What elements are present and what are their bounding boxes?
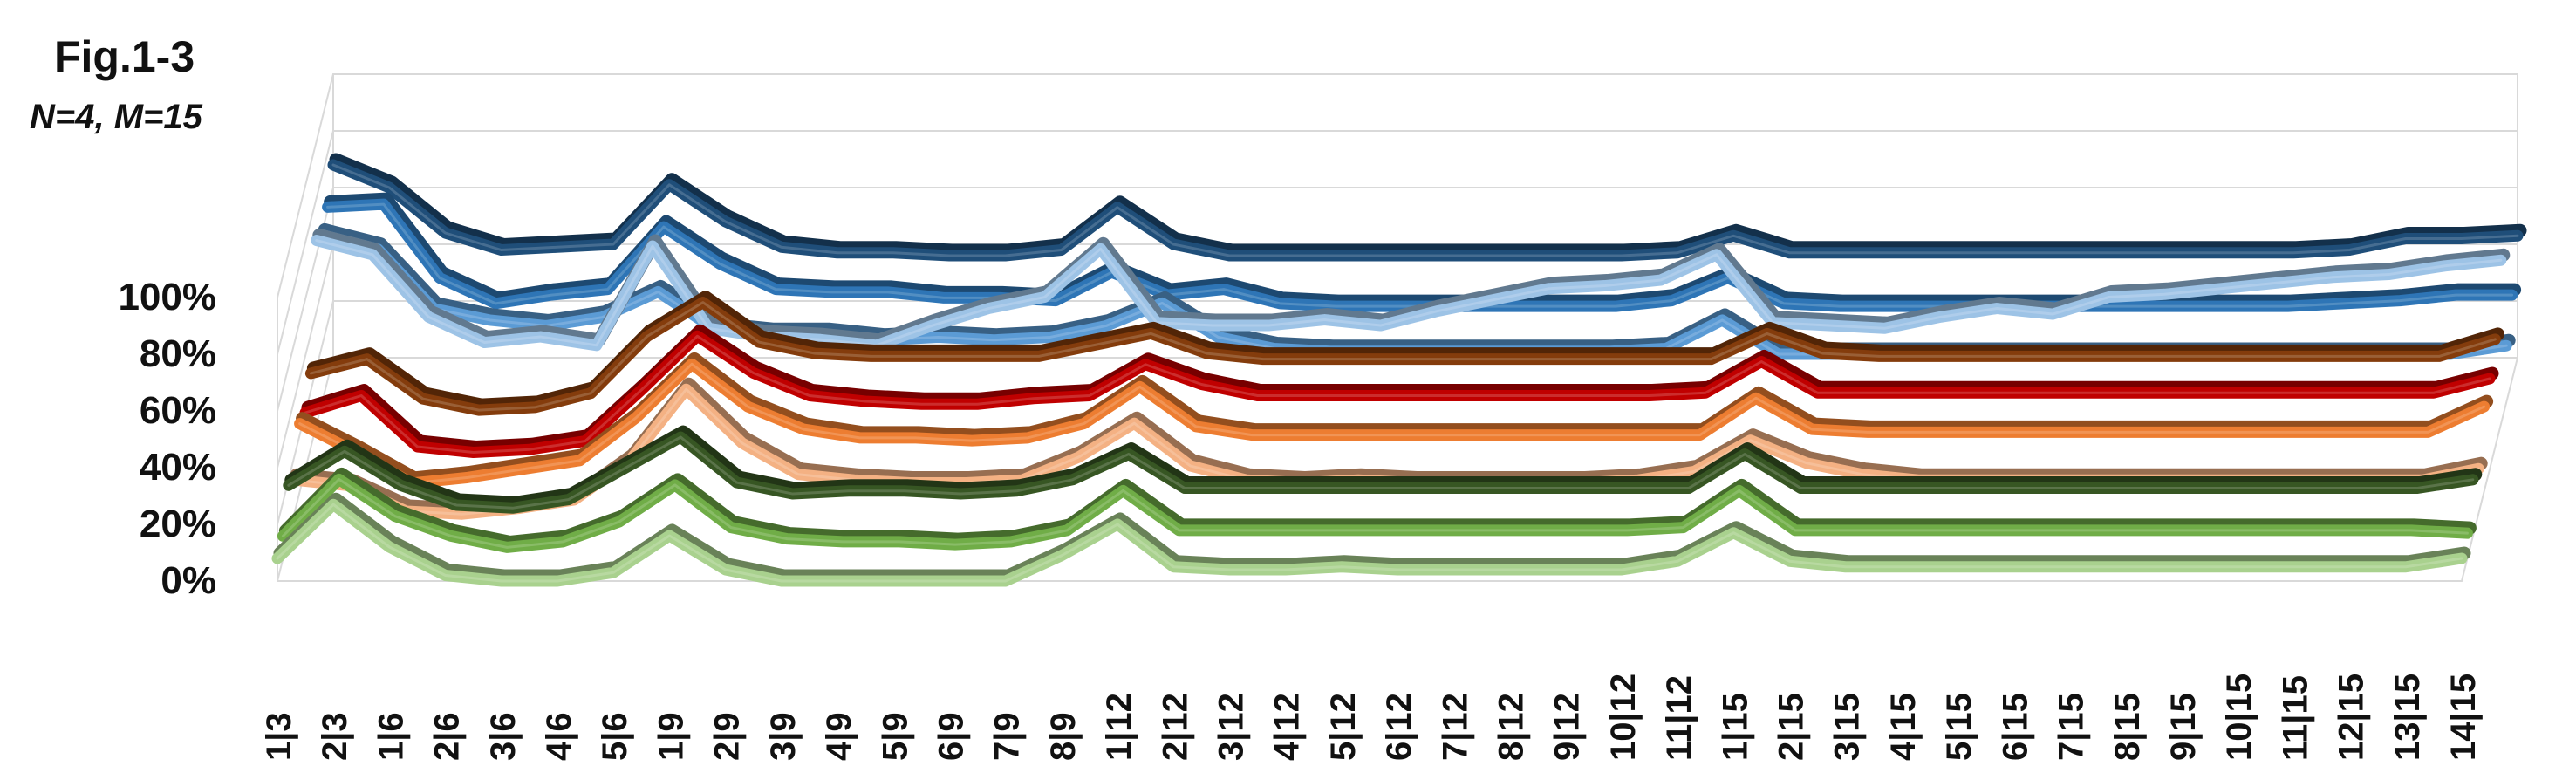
x-tick-label: 2|6: [428, 712, 467, 761]
x-tick-label: 6|12: [1380, 693, 1418, 761]
x-tick-label: 7|15: [2053, 693, 2091, 761]
x-tick-label: 4|15: [1884, 693, 1923, 761]
x-tick-label: 11|12: [1660, 675, 1698, 761]
x-tick-label: 9|12: [1548, 693, 1587, 761]
figure-title: Fig.1-3: [54, 32, 195, 81]
x-tick-label: 4|9: [820, 712, 858, 761]
x-tick-label: 5|6: [596, 712, 634, 761]
x-tick-label: 13|15: [2388, 674, 2427, 761]
x-tick-label: 12|15: [2333, 674, 2371, 761]
x-tick-label: 3|9: [764, 712, 803, 761]
x-tick-label: 9|15: [2164, 693, 2203, 761]
series-ribbon: [327, 153, 2527, 262]
series-line-highlight: [331, 163, 2519, 257]
x-tick-label: 2|3: [316, 712, 354, 761]
x-tick-label: 3|6: [484, 712, 523, 761]
y-tick-label: 60%: [140, 389, 216, 432]
series-ribbon: [283, 425, 2483, 514]
x-tick-label: 6|9: [932, 712, 970, 761]
x-tick-label: 1|3: [260, 712, 298, 761]
y-tick-label: 20%: [140, 503, 216, 545]
x-tick-label: 1|12: [1100, 693, 1138, 761]
series-line-shadow: [329, 153, 2527, 257]
x-tick-label: 10|12: [1604, 674, 1643, 761]
x-tick-label: 2|9: [708, 712, 747, 761]
series-line-highlight: [309, 301, 2497, 412]
x-tick-label: 2|15: [1773, 693, 1811, 761]
gridline: [277, 73, 2518, 298]
x-axis-ticks: 1|3 2|3 1|6 2|6 3|6 4|6 5|6 1|9 2|9 3|9 4|9 5|9 6|9 7…: [260, 674, 2483, 761]
y-tick-label: 100%: [118, 276, 216, 318]
series-layer: [271, 153, 2527, 587]
series-line-highlight: [304, 334, 2491, 454]
x-tick-label: 4|12: [1268, 693, 1307, 761]
x-tick-label: 5|9: [876, 712, 914, 761]
series-ribbon: [271, 492, 2471, 587]
series-line-highlight: [287, 435, 2475, 510]
figure-subtitle: N=4, M=15: [30, 98, 202, 136]
x-tick-label: 8|12: [1493, 693, 1531, 761]
x-tick-label: 8|15: [2108, 693, 2147, 761]
x-tick-label: 5|12: [1324, 693, 1363, 761]
x-tick-label: 1|15: [1716, 693, 1754, 761]
x-tick-label: 10|15: [2220, 674, 2258, 761]
series-line-highlight: [315, 239, 2503, 347]
x-tick-label: 3|15: [1828, 693, 1867, 761]
x-tick-label: 5|15: [1940, 693, 1978, 761]
series-line-highlight: [281, 477, 2469, 549]
series-ribbon: [294, 352, 2494, 489]
series-line-highlight: [298, 362, 2486, 485]
x-tick-label: 6|15: [1996, 693, 2034, 761]
x-tick-label: 1|6: [372, 712, 410, 761]
x-tick-label: 1|9: [652, 712, 690, 761]
x-tick-label: 8|9: [1044, 712, 1083, 761]
x-tick-label: 2|12: [1156, 693, 1194, 761]
y-tick-label: 40%: [140, 446, 216, 489]
y-tick-label: 80%: [140, 332, 216, 375]
series-ribbon: [311, 229, 2511, 352]
x-tick-label: 7|12: [1436, 693, 1474, 761]
series-line-highlight: [276, 503, 2463, 583]
series-ribbon: [277, 467, 2477, 553]
x-tick-label: 7|9: [988, 712, 1027, 761]
x-tick-label: 11|15: [2276, 675, 2314, 761]
y-tick-label: 0%: [161, 559, 216, 602]
x-tick-label: 4|6: [540, 712, 578, 761]
series-ribbon: [299, 324, 2499, 458]
y-axis-ticks: 0% 20% 40% 60% 80% 100%: [118, 276, 216, 602]
x-tick-label: 3|12: [1212, 693, 1250, 761]
x-tick-label: 14|15: [2444, 674, 2483, 761]
series-ribbon: [304, 291, 2504, 416]
